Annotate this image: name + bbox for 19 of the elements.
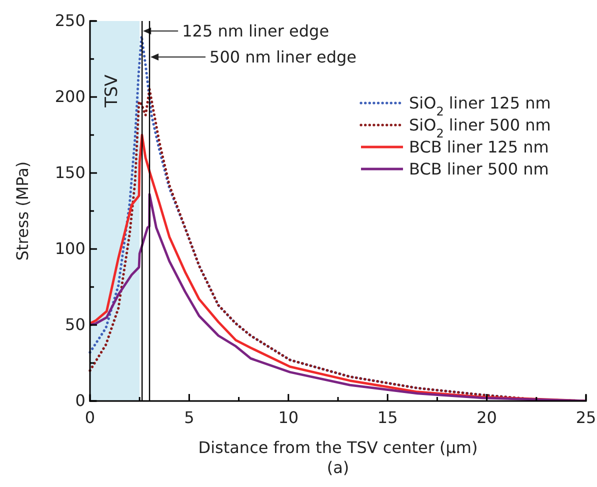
legend-label: BCB liner 500 nm [409,160,549,179]
y-tick-label: 0 [75,391,86,410]
x-tick-label: 20 [476,408,497,428]
y-tick-label: 100 [54,239,86,258]
line-series [88,193,588,401]
x-tick-label: 5 [184,408,194,428]
y-tick-label: 150 [54,163,86,182]
y-tick-label: 200 [54,87,86,106]
ref-line-label: 125 nm liner edge [182,22,330,41]
x-tick-label: 15 [377,408,398,428]
x-tick-label: 10 [278,408,299,428]
x-tick-label: 25 [576,408,596,428]
y-tick-label: 250 [54,11,86,30]
x-axis-title: Distance from the TSV center (µm) [198,438,478,457]
ref-line-label: 500 nm liner edge [210,48,357,67]
y-axis-title: Stress (MPa) [13,161,32,261]
band-label: TSV [102,74,122,108]
y-tick-label: 50 [65,315,86,334]
text: (a) [326,458,350,477]
